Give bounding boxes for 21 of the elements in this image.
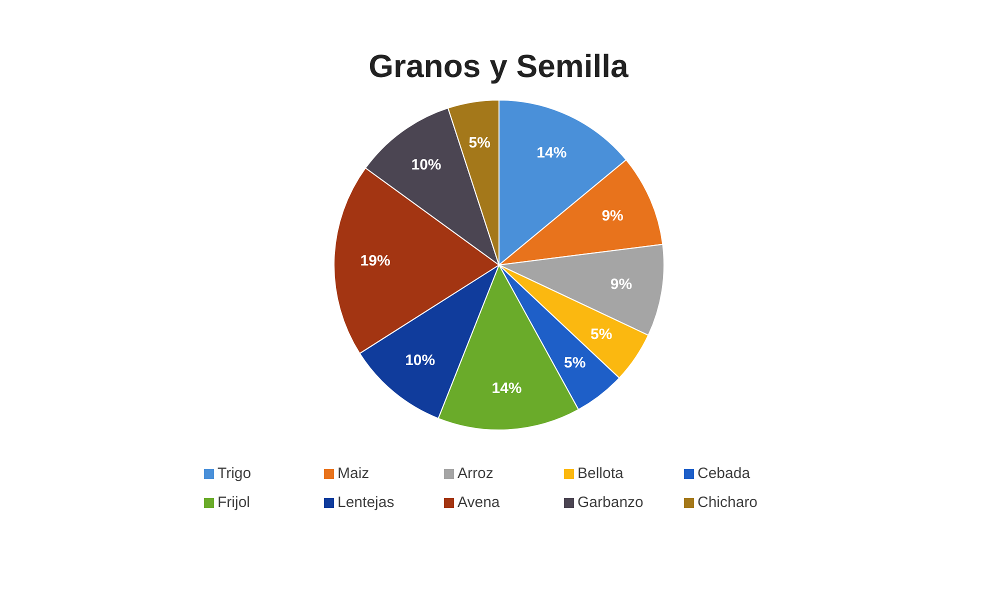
data-label: 10% <box>404 352 435 369</box>
data-label: 19% <box>360 252 390 270</box>
data-label: 14% <box>491 380 522 398</box>
data-label: 9% <box>610 276 632 293</box>
legend-label: Frijol <box>218 494 250 511</box>
data-label: 5% <box>468 134 490 152</box>
data-label: 9% <box>601 207 623 224</box>
data-label: 10% <box>410 156 441 174</box>
legend-label: Lentejas <box>338 494 394 511</box>
data-label: 5% <box>564 354 586 372</box>
legend-label: Chicharo <box>698 494 758 511</box>
legend-label: Arroz <box>458 465 494 482</box>
chart-title: Granos y Semilla <box>368 48 628 85</box>
data-label: 5% <box>590 326 612 344</box>
legend-label: Trigo <box>218 465 252 482</box>
legend-label: Cebada <box>698 465 750 482</box>
legend-label: Maiz <box>338 465 370 482</box>
legend-label: Bellota <box>578 465 624 482</box>
legend-label: Garbanzo <box>578 494 644 511</box>
legend-label: Avena <box>458 494 500 511</box>
data-label: 14% <box>536 144 566 162</box>
